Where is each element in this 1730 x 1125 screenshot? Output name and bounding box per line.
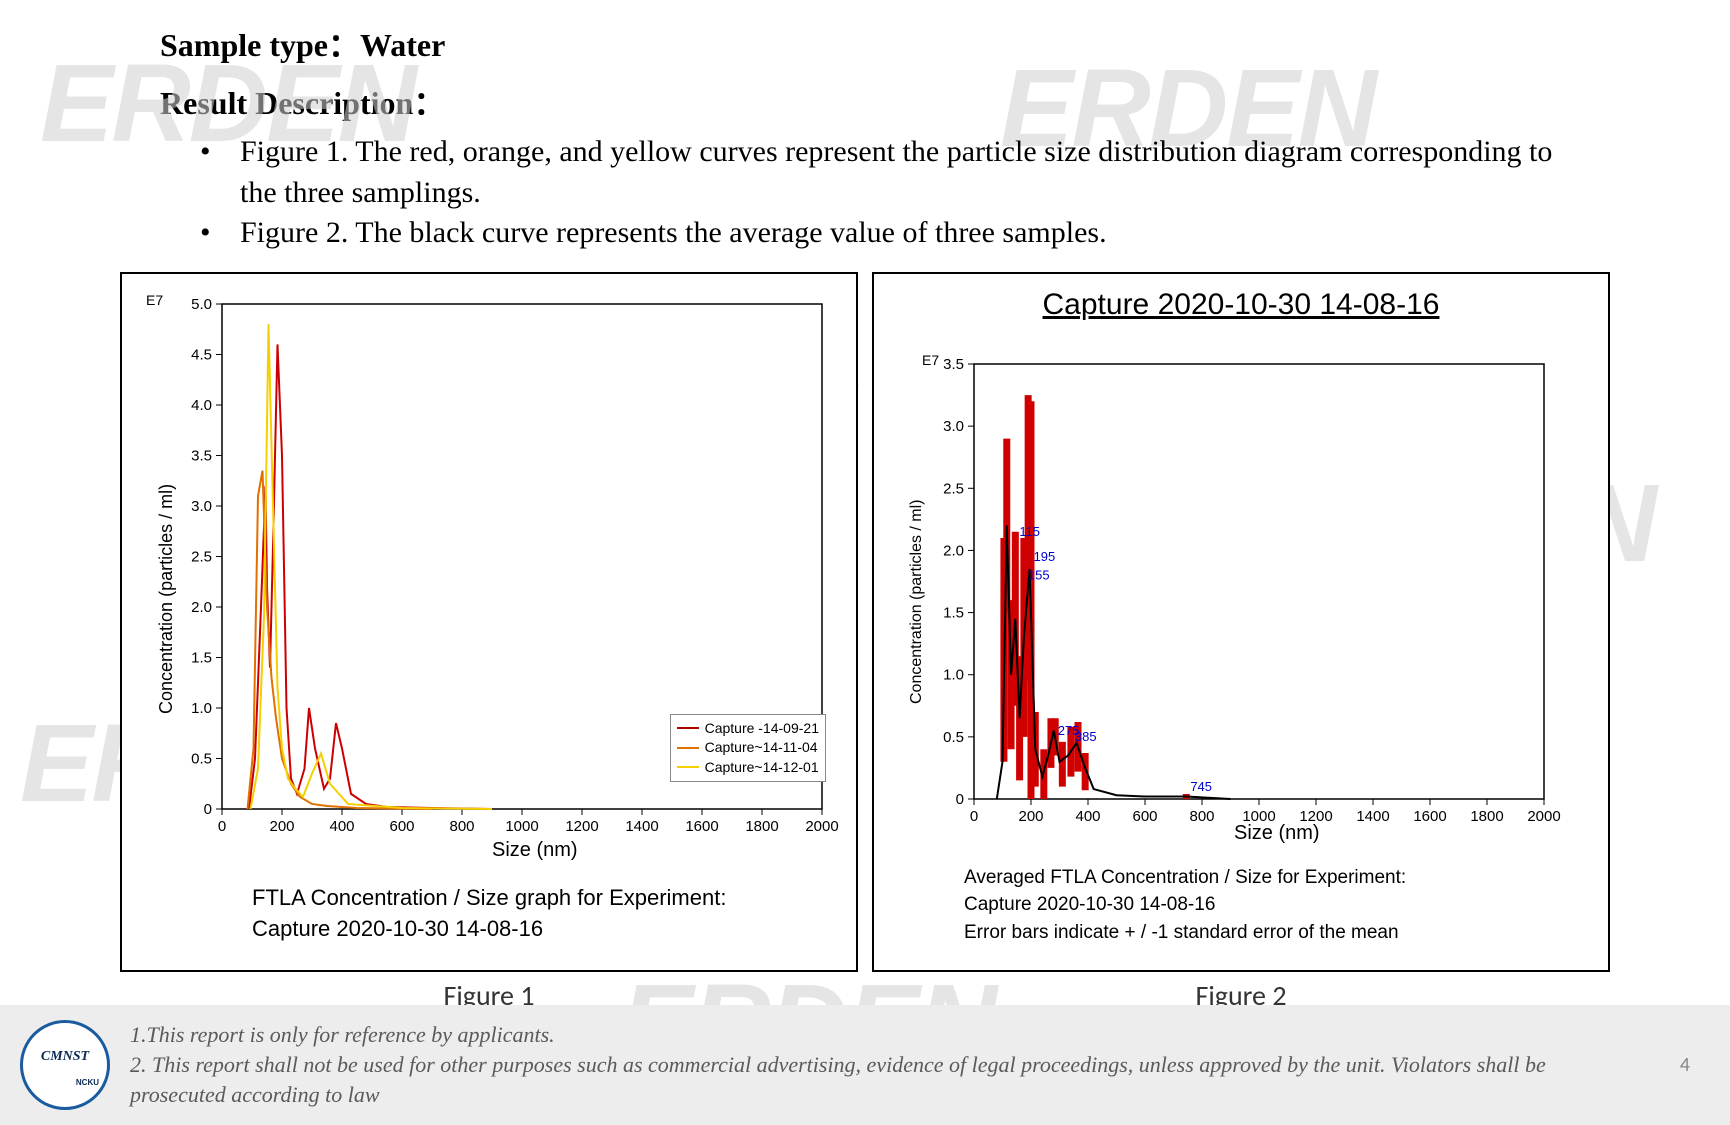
bullet-item: Figure 1. The red, orange, and yellow cu… [200, 132, 1590, 213]
svg-text:3.0: 3.0 [943, 418, 964, 435]
svg-text:600: 600 [389, 818, 414, 835]
figure1-legend: Capture -14-09-21 Capture~14-11-04 Captu… [670, 714, 826, 783]
legend-item: Capture -14-09-21 [677, 719, 819, 739]
svg-text:2.0: 2.0 [943, 542, 964, 559]
logo-acronym: CMNST [23, 1049, 107, 1065]
svg-text:1.5: 1.5 [943, 604, 964, 621]
legend-label: Capture~14-11-04 [705, 738, 818, 758]
svg-text:0: 0 [204, 801, 212, 818]
bullet-item: Figure 2. The black curve represents the… [200, 213, 1590, 254]
svg-text:800: 800 [1189, 808, 1214, 825]
svg-text:4.5: 4.5 [191, 346, 212, 363]
svg-text:3.5: 3.5 [191, 447, 212, 464]
svg-text:1600: 1600 [1413, 808, 1446, 825]
svg-text:1800: 1800 [1470, 808, 1503, 825]
svg-text:3.5: 3.5 [943, 356, 964, 373]
result-description-title: Result Description： [160, 78, 1590, 124]
svg-text:1200: 1200 [565, 818, 598, 835]
svg-text:200: 200 [269, 818, 294, 835]
svg-text:5.0: 5.0 [191, 296, 212, 313]
svg-text:2.5: 2.5 [943, 480, 964, 497]
footer-logo: CMNST NCKU [20, 1020, 110, 1110]
svg-text:600: 600 [1132, 808, 1157, 825]
result-bullets: Figure 1. The red, orange, and yellow cu… [160, 132, 1590, 254]
footer-disclaimer: 1.This report is only for reference by a… [130, 1020, 1640, 1109]
page-number: 4 [1680, 1053, 1690, 1077]
figures-row: E7 Concentration (particles / ml) Size (… [0, 264, 1730, 972]
legend-label: Capture -14-09-21 [705, 719, 819, 739]
svg-text:195: 195 [1034, 548, 1056, 563]
sample-type-line: Sample type：Water [160, 20, 1590, 66]
logo-sub: NCKU [76, 1078, 99, 1087]
svg-text:1400: 1400 [625, 818, 658, 835]
legend-item: Capture~14-12-01 [677, 758, 819, 778]
header-block: Sample type：Water Result Description： Fi… [0, 0, 1730, 264]
svg-text:155: 155 [1028, 567, 1050, 582]
svg-text:200: 200 [1018, 808, 1043, 825]
footer-bar: CMNST NCKU 1.This report is only for ref… [0, 1005, 1730, 1125]
figure2-footer-text: Averaged FTLA Concentration / Size for E… [964, 864, 1406, 947]
figure1-footer-text: FTLA Concentration / Size graph for Expe… [252, 882, 726, 946]
svg-text:1.0: 1.0 [943, 666, 964, 683]
svg-text:400: 400 [1075, 808, 1100, 825]
svg-text:385: 385 [1075, 729, 1097, 744]
figure1-svg: 0 200 400 600 800 1000 1200 1400 1600 1800 2000 0 0.… [122, 274, 856, 970]
svg-text:1000: 1000 [505, 818, 538, 835]
legend-label: Capture~14-12-01 [705, 758, 819, 778]
svg-text:0: 0 [956, 791, 964, 808]
svg-text:1.0: 1.0 [191, 700, 212, 717]
svg-text:1400: 1400 [1356, 808, 1389, 825]
svg-text:800: 800 [449, 818, 474, 835]
svg-text:3.0: 3.0 [191, 498, 212, 515]
svg-text:400: 400 [329, 818, 354, 835]
svg-text:0.5: 0.5 [943, 728, 964, 745]
svg-text:2.0: 2.0 [191, 599, 212, 616]
svg-text:1600: 1600 [685, 818, 718, 835]
svg-text:2.5: 2.5 [191, 548, 212, 565]
sample-label: Sample type： [160, 27, 360, 63]
svg-text:2000: 2000 [805, 818, 838, 835]
svg-text:1000: 1000 [1242, 808, 1275, 825]
legend-item: Capture~14-11-04 [677, 738, 819, 758]
svg-text:115: 115 [1019, 524, 1040, 539]
svg-text:0: 0 [218, 818, 226, 835]
svg-text:2000: 2000 [1527, 808, 1560, 825]
svg-text:1200: 1200 [1299, 808, 1332, 825]
figure-1-panel: E7 Concentration (particles / ml) Size (… [120, 272, 858, 972]
svg-text:0.5: 0.5 [191, 750, 212, 767]
figure-2-panel: Capture 2020-10-30 14-08-16 E7 Concentra… [872, 272, 1610, 972]
svg-text:0: 0 [970, 808, 978, 825]
svg-text:745: 745 [1190, 778, 1212, 793]
svg-text:1800: 1800 [745, 818, 778, 835]
svg-text:1.5: 1.5 [191, 649, 212, 666]
sample-value: Water [360, 27, 445, 63]
svg-text:4.0: 4.0 [191, 397, 212, 414]
